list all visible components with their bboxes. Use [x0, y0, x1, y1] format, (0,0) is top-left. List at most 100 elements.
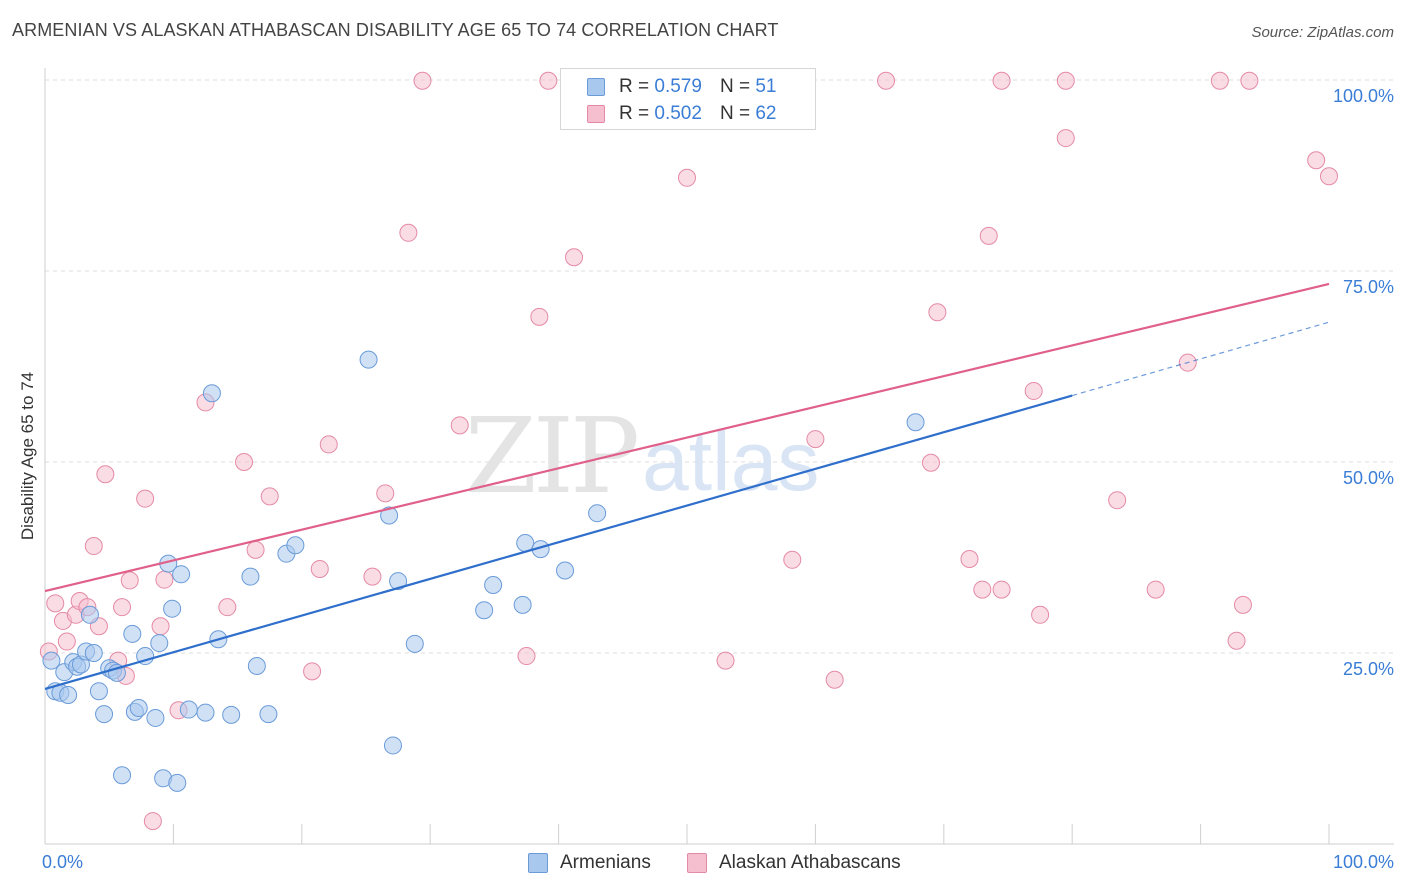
legend-row-armenians: R = 0.579 N = 51: [587, 75, 776, 99]
point-armenian-0: [42, 651, 61, 670]
point-alaskan-athabascan-45: [973, 580, 992, 599]
point-alaskan-athabascan-28: [376, 484, 395, 503]
point-armenian-38: [359, 350, 378, 369]
trend-line-alaskan-athabascans: [44, 282, 1330, 593]
point-alaskan-athabascan-32: [517, 647, 536, 666]
point-alaskan-athabascan-39: [806, 430, 825, 449]
point-alaskan-athabascan-26: [319, 435, 338, 454]
series-legend: Armenians Alaskan Athabascans: [0, 852, 1406, 876]
point-alaskan-athabascan-7: [84, 537, 103, 556]
point-armenian-39: [380, 506, 399, 525]
point-armenian-21: [146, 708, 165, 727]
point-alaskan-athabascan-59: [1240, 71, 1259, 90]
point-armenian-12: [95, 705, 114, 724]
point-alaskan-athabascan-40: [825, 670, 844, 689]
point-alaskan-athabascan-27: [363, 567, 382, 586]
trend-line-armenians-extension: [1072, 321, 1330, 397]
point-alaskan-athabascan-56: [1210, 71, 1229, 90]
point-alaskan-athabascan-50: [1031, 605, 1050, 624]
point-armenian-27: [172, 565, 191, 584]
point-armenian-25: [163, 599, 182, 618]
legend-n-label: N =: [719, 76, 751, 97]
point-alaskan-athabascan-22: [246, 540, 265, 559]
point-alaskan-athabascan-16: [151, 617, 170, 636]
point-alaskan-athabascan-25: [310, 559, 329, 578]
point-armenian-19: [129, 699, 148, 718]
y-tick-label-100: 100.0%: [1332, 86, 1394, 106]
point-alaskan-athabascan-46: [979, 226, 998, 245]
point-alaskan-athabascan-36: [678, 168, 696, 187]
point-alaskan-athabascan-44: [960, 550, 979, 569]
point-alaskan-athabascan-48: [992, 71, 1011, 90]
point-armenian-29: [196, 703, 215, 722]
point-alaskan-athabascan-29: [399, 223, 418, 242]
point-alaskan-athabascan-60: [1307, 151, 1326, 170]
point-alaskan-athabascan-34: [539, 71, 558, 90]
point-armenian-30: [202, 384, 221, 403]
legend-label-alaskan-athabascans: Alaskan Athabascans: [719, 852, 901, 873]
point-alaskan-athabascan-41: [877, 71, 896, 90]
x-tick-label-min: 0.0%: [42, 852, 84, 872]
point-alaskan-athabascan-38: [783, 550, 802, 569]
legend-r-label: R =: [619, 76, 650, 97]
legend-swatch-armenians: [528, 853, 548, 873]
legend-n-label: N =: [719, 103, 751, 124]
legend-swatch-pink: [587, 105, 605, 123]
legend-r-label: R =: [619, 103, 650, 124]
legend-r-value: 0.579: [654, 76, 702, 97]
point-armenian-45: [513, 595, 532, 614]
point-alaskan-athabascan-9: [96, 465, 115, 484]
point-armenian-41: [389, 572, 408, 591]
point-alaskan-athabascan-37: [716, 651, 735, 670]
point-alaskan-athabascan-57: [1227, 631, 1246, 650]
legend-item-armenians: Armenians: [528, 852, 651, 874]
y-tick-label-25: 25.0%: [1342, 659, 1394, 679]
trend-lines: [44, 282, 1330, 690]
point-armenian-42: [405, 634, 424, 653]
legend-item-alaskan-athabascans: Alaskan Athabascans: [687, 852, 901, 874]
point-alaskan-athabascan-30: [413, 71, 432, 90]
point-alaskan-athabascan-20: [218, 598, 237, 617]
point-armenian-9: [80, 605, 99, 624]
point-armenian-16: [113, 766, 132, 785]
legend-label-armenians: Armenians: [560, 852, 651, 873]
point-armenian-35: [259, 705, 278, 724]
point-alaskan-athabascan-11: [113, 598, 132, 617]
point-alaskan-athabascan-33: [530, 307, 549, 326]
point-armenian-26: [168, 773, 187, 792]
point-armenian-49: [588, 504, 607, 523]
point-armenian-32: [222, 705, 241, 724]
series-alaskan-athabascans: [39, 71, 1338, 831]
point-armenian-44: [484, 576, 503, 595]
point-armenian-37: [286, 536, 305, 555]
point-alaskan-athabascan-51: [1056, 71, 1075, 90]
point-armenian-50: [906, 413, 925, 432]
point-armenian-4: [59, 686, 78, 705]
point-alaskan-athabascan-42: [921, 453, 940, 472]
trend-line-armenians: [44, 394, 1073, 690]
point-armenian-10: [84, 644, 103, 662]
watermark: ZIP atlas: [465, 395, 820, 517]
point-alaskan-athabascan-53: [1108, 491, 1127, 510]
x-tick-label-max: 100.0%: [1332, 852, 1394, 872]
point-alaskan-athabascan-21: [235, 453, 254, 471]
point-alaskan-athabascan-3: [57, 632, 76, 651]
point-armenian-28: [179, 700, 198, 719]
legend-swatch-blue: [587, 78, 605, 96]
legend-n-value: 51: [755, 76, 777, 97]
point-alaskan-athabascan-47: [992, 580, 1011, 599]
point-alaskan-athabascan-15: [143, 812, 162, 831]
point-armenian-48: [556, 561, 575, 580]
chart-title: ARMENIAN VS ALASKAN ATHABASCAN DISABILIT…: [12, 20, 779, 40]
point-alaskan-athabascan-52: [1056, 129, 1075, 148]
point-armenian-17: [123, 624, 142, 643]
chart-source: Source: ZipAtlas.com: [1251, 24, 1394, 41]
point-alaskan-athabascan-17: [155, 570, 174, 589]
point-alaskan-athabascan-35: [565, 248, 584, 267]
point-alaskan-athabascan-13: [120, 571, 139, 590]
y-axis-title: Disability Age 65 to 74: [18, 371, 37, 541]
point-alaskan-athabascan-43: [928, 303, 947, 322]
point-armenian-33: [241, 567, 260, 586]
point-alaskan-athabascan-31: [450, 416, 469, 435]
